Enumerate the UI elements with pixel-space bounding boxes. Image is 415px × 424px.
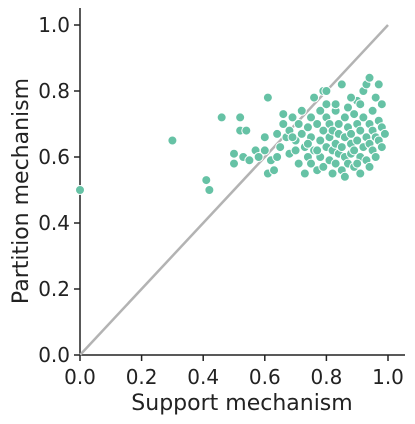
scatter-point [349, 145, 360, 156]
scatter-point [235, 112, 246, 123]
scatter-point [358, 112, 369, 123]
scatter-point [299, 168, 310, 179]
scatter-point [342, 102, 353, 113]
scatter-point [269, 165, 280, 176]
x-tick-label: 0.4 [187, 365, 219, 389]
scatter-point [272, 152, 283, 162]
scatter-point [355, 168, 366, 179]
scatter-point [364, 161, 375, 172]
y-axis-title: Partition mechanism [9, 78, 34, 304]
scatter-point [321, 86, 332, 96]
scatter-point [315, 105, 326, 116]
scatter-point [339, 171, 350, 182]
scatter-point [259, 145, 270, 156]
scatter-point [244, 155, 255, 166]
scatter-point [204, 185, 215, 195]
scatter-point [275, 142, 286, 153]
scatter-point [333, 119, 344, 129]
scatter-point [306, 112, 316, 123]
x-tick-label: 0.0 [64, 365, 96, 389]
scatter-point [321, 99, 332, 110]
y-tick-label: 0.6 [38, 145, 70, 169]
scatter-point [296, 105, 307, 116]
scatter-point [346, 128, 357, 139]
scatter-point [349, 109, 360, 120]
scatter-point [293, 158, 304, 169]
scatter-point [370, 152, 381, 162]
y-ticks: 0.0 0.2 0.4 0.6 0.8 1.0 [38, 13, 80, 367]
scatter-point [253, 152, 264, 162]
data-points [75, 72, 390, 195]
scatter-point [352, 158, 363, 169]
scatter-point [336, 142, 347, 153]
scatter-point [376, 99, 387, 110]
scatter-point [287, 132, 298, 143]
scatter-point [167, 135, 178, 146]
scatter-point [336, 79, 347, 90]
y-tick-label: 1.0 [38, 13, 70, 37]
scatter-point [296, 128, 307, 139]
reference-line-layer [79, 24, 389, 356]
x-ticks: 0.0 0.2 0.4 0.6 0.8 1.0 [64, 355, 404, 389]
scatter-point [315, 135, 326, 146]
scatter-point [229, 158, 239, 169]
x-axis-title: Support mechanism [131, 391, 352, 416]
scatter-point [216, 112, 227, 123]
scatter-point [346, 92, 357, 103]
y-tick-label: 0.4 [38, 211, 70, 235]
scatter-point [370, 92, 381, 103]
x-tick-label: 0.6 [249, 365, 281, 389]
scatter-point [312, 119, 323, 129]
scatter-point [241, 125, 252, 136]
x-tick-label: 0.8 [310, 365, 342, 389]
scatter-point [287, 112, 298, 123]
scatter-point [272, 128, 283, 139]
scatter-point [312, 145, 323, 156]
scatter-point [364, 72, 375, 83]
y-tick-label: 0.2 [38, 277, 70, 301]
scatter-point [339, 112, 350, 123]
scatter-point [352, 135, 363, 146]
scatter-point [262, 92, 273, 103]
x-tick-label: 1.0 [372, 365, 404, 389]
y-tick-label: 0.8 [38, 79, 70, 103]
scatter-point [376, 142, 387, 153]
scatter-point [309, 92, 320, 103]
scatter-point [75, 185, 85, 195]
scatter-point [201, 175, 212, 186]
scatter-point [229, 148, 239, 159]
scatter-point [278, 109, 289, 120]
scatter-point [318, 161, 329, 172]
scatter-point [302, 122, 313, 133]
scatter-point [302, 138, 313, 149]
scatter-point [278, 119, 289, 129]
scatter-point [379, 128, 390, 139]
scatter-point [367, 105, 378, 116]
scatter-point [355, 99, 366, 110]
x-tick-label: 0.2 [126, 365, 158, 389]
scatter-point [355, 125, 366, 136]
scatter-point [306, 158, 316, 169]
scatter-point [373, 79, 384, 90]
scatter-point [330, 99, 341, 110]
scatter-point [293, 119, 304, 129]
scatter-point [259, 132, 270, 143]
diagonal-reference-line [79, 24, 389, 356]
scatter-point [327, 168, 338, 179]
scatter-point [290, 145, 301, 156]
scatter-point [330, 158, 341, 169]
y-tick-label: 0.0 [38, 343, 70, 367]
